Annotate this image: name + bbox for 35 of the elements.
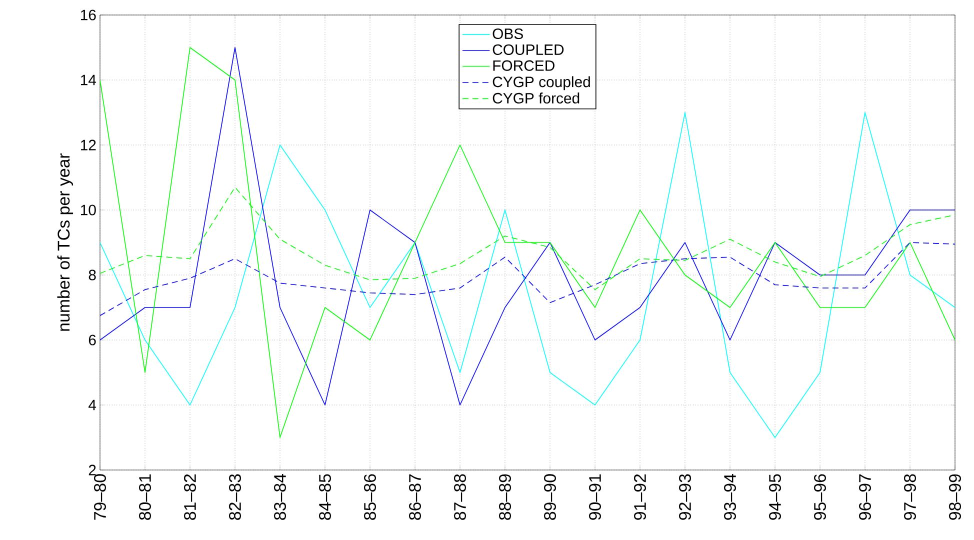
legend-label: CYGP coupled bbox=[492, 76, 590, 90]
y-axis-title: number of TCs per year bbox=[57, 153, 74, 331]
x-tick-label: 86–87 bbox=[409, 474, 422, 520]
x-tick-label: 97–98 bbox=[904, 474, 916, 520]
legend-label: OBS bbox=[492, 28, 523, 40]
x-tick-label: 85–86 bbox=[364, 474, 376, 520]
x-tick-label: 84–85 bbox=[319, 474, 332, 520]
y-tick-label: 10 bbox=[81, 204, 96, 216]
x-tick-label: 94–95 bbox=[769, 474, 782, 520]
y-tick-label: 8 bbox=[88, 270, 96, 280]
x-tick-label: 91–92 bbox=[634, 474, 646, 520]
x-tick-label: 81–82 bbox=[184, 474, 196, 520]
y-tick-label: 2 bbox=[88, 464, 96, 476]
x-tick-label: 80–81 bbox=[139, 474, 151, 520]
x-tick-label: 82–83 bbox=[229, 474, 242, 520]
y-tick-label: 14 bbox=[81, 74, 96, 86]
x-tick-label: 96–97 bbox=[859, 474, 872, 520]
x-tick-label: 92–93 bbox=[679, 474, 692, 520]
x-tick-label: 95–96 bbox=[814, 474, 826, 520]
x-tick-label: 79–80 bbox=[94, 474, 106, 520]
x-tick-label: 89–90 bbox=[544, 474, 556, 520]
line-series bbox=[100, 112, 956, 438]
x-tick-label: 83–84 bbox=[274, 474, 286, 520]
y-tick-label: 12 bbox=[81, 140, 96, 150]
legend-label: COUPLED bbox=[492, 44, 564, 55]
legend-label: FORCED bbox=[493, 60, 554, 71]
x-tick-label: 93–94 bbox=[724, 474, 736, 520]
x-tick-label: 90–91 bbox=[589, 474, 602, 520]
legend-label: CYGP forced bbox=[492, 92, 580, 104]
x-tick-label: 98–99 bbox=[949, 474, 962, 520]
y-tick-label: 16 bbox=[81, 10, 96, 20]
y-tick-label: 6 bbox=[88, 334, 96, 346]
y-tick-label: 4 bbox=[88, 400, 96, 410]
x-tick-label: 87–88 bbox=[454, 474, 466, 520]
x-tick-label: 88–89 bbox=[499, 474, 512, 520]
